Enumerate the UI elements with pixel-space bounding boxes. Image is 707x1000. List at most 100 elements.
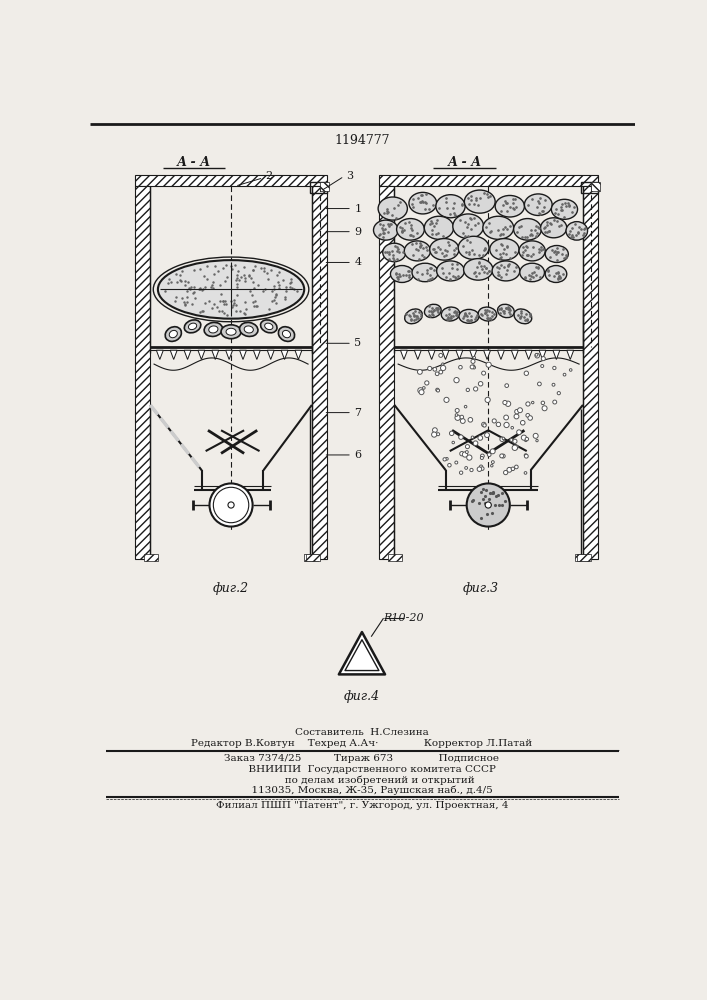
Ellipse shape (240, 322, 258, 336)
Circle shape (491, 461, 494, 464)
Circle shape (526, 413, 530, 417)
Circle shape (474, 387, 478, 391)
Circle shape (481, 371, 486, 375)
Circle shape (473, 366, 476, 369)
Circle shape (468, 418, 473, 422)
Polygon shape (414, 350, 421, 359)
Bar (379, 186, 395, 559)
Polygon shape (498, 350, 504, 359)
Circle shape (436, 389, 440, 392)
Bar (135, 175, 327, 186)
Polygon shape (212, 350, 218, 359)
Circle shape (481, 454, 484, 458)
Circle shape (528, 416, 532, 420)
Circle shape (228, 502, 234, 508)
Circle shape (500, 454, 503, 458)
Ellipse shape (541, 218, 567, 238)
Circle shape (465, 445, 469, 449)
Bar (144, 554, 158, 561)
Ellipse shape (566, 222, 588, 240)
Text: фиг.3: фиг.3 (462, 582, 498, 595)
Text: 9: 9 (354, 227, 361, 237)
Circle shape (428, 366, 432, 371)
Ellipse shape (545, 246, 568, 262)
Ellipse shape (424, 216, 454, 239)
Text: 7: 7 (354, 408, 361, 418)
Ellipse shape (478, 307, 496, 321)
Circle shape (418, 388, 423, 393)
Polygon shape (400, 350, 407, 359)
Circle shape (510, 438, 513, 441)
Circle shape (419, 390, 424, 395)
Ellipse shape (459, 309, 479, 323)
Circle shape (524, 371, 529, 375)
Circle shape (535, 353, 539, 358)
Circle shape (455, 461, 457, 464)
Circle shape (533, 433, 538, 438)
Polygon shape (553, 350, 560, 359)
Circle shape (505, 384, 508, 387)
Circle shape (487, 453, 491, 457)
Circle shape (464, 467, 467, 469)
Circle shape (514, 445, 518, 449)
Circle shape (485, 502, 491, 508)
Circle shape (459, 365, 462, 369)
Circle shape (557, 392, 561, 395)
Circle shape (541, 401, 544, 405)
Circle shape (486, 362, 491, 367)
Bar (388, 554, 402, 561)
Ellipse shape (404, 309, 422, 324)
Ellipse shape (498, 304, 514, 318)
Circle shape (511, 467, 515, 471)
Text: Филиал ПШП "Патент", г. Ужгород, ул. Проектная, 4: Филиал ПШП "Патент", г. Ужгород, ул. Про… (216, 801, 508, 810)
Ellipse shape (458, 236, 489, 259)
Ellipse shape (495, 195, 525, 217)
Bar (312, 186, 327, 559)
Text: R10-20: R10-20 (383, 613, 424, 623)
Circle shape (460, 415, 464, 419)
Circle shape (467, 483, 510, 527)
Circle shape (471, 436, 474, 439)
Bar (305, 554, 320, 561)
Circle shape (479, 382, 483, 386)
Circle shape (563, 373, 566, 376)
Circle shape (542, 406, 547, 411)
Circle shape (524, 472, 527, 474)
Circle shape (444, 397, 449, 402)
Ellipse shape (378, 197, 407, 220)
Circle shape (478, 436, 483, 440)
Circle shape (448, 463, 451, 467)
Polygon shape (339, 632, 385, 674)
Circle shape (433, 367, 437, 371)
Circle shape (512, 445, 518, 450)
Circle shape (460, 419, 465, 423)
Ellipse shape (204, 322, 223, 336)
Circle shape (524, 454, 527, 457)
Circle shape (433, 428, 438, 433)
Circle shape (460, 471, 463, 474)
Circle shape (436, 372, 439, 376)
Ellipse shape (464, 190, 495, 213)
Ellipse shape (551, 199, 578, 219)
Bar (320, 182, 329, 191)
Polygon shape (253, 350, 260, 359)
Circle shape (464, 405, 467, 408)
Ellipse shape (189, 323, 197, 330)
Circle shape (484, 433, 489, 438)
Text: 6: 6 (354, 450, 361, 460)
Circle shape (443, 458, 446, 461)
Polygon shape (345, 640, 379, 671)
Circle shape (445, 457, 448, 460)
Circle shape (485, 397, 490, 402)
Text: 4: 4 (354, 257, 361, 267)
Ellipse shape (209, 326, 218, 333)
Polygon shape (267, 350, 274, 359)
Circle shape (470, 468, 473, 472)
Circle shape (504, 422, 509, 428)
Polygon shape (184, 350, 191, 359)
Circle shape (466, 388, 469, 392)
Circle shape (541, 365, 544, 368)
Polygon shape (484, 350, 491, 359)
Text: А - А: А - А (177, 156, 211, 169)
Ellipse shape (514, 309, 532, 324)
